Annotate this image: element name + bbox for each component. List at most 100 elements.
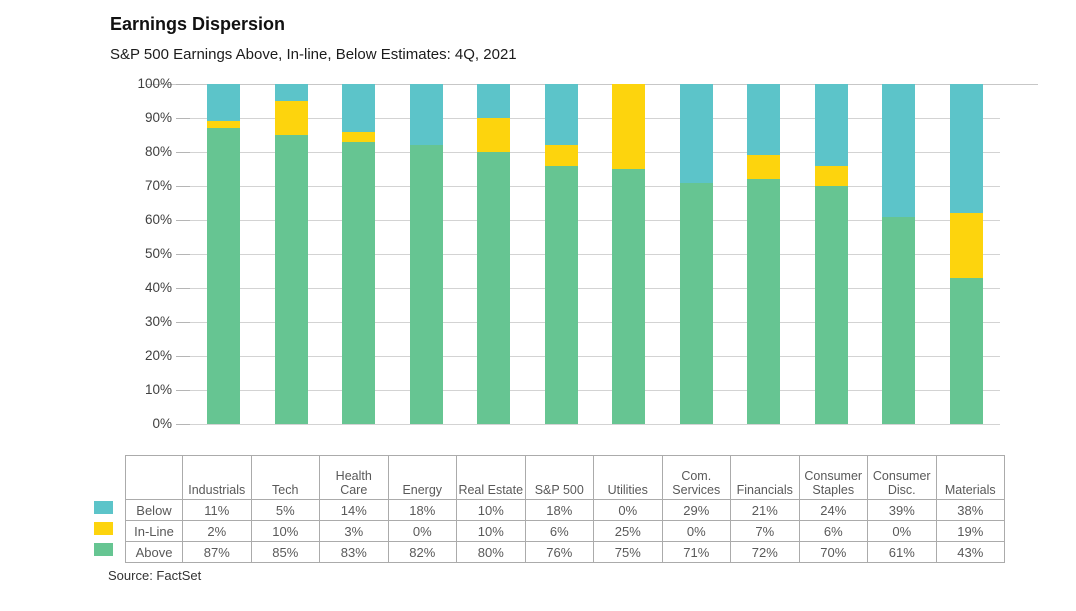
segment-below-financials: [747, 84, 781, 156]
gridline-60: [190, 219, 1000, 221]
bar-slot-com-services: [663, 84, 731, 424]
segment-in-line-materials: [949, 213, 983, 278]
y-axis-label-60: 60%: [144, 212, 172, 227]
segment-in-line-industrials: [207, 121, 241, 129]
gridline-20: [190, 355, 1000, 357]
segment-in-line-consumer-staples: [814, 165, 848, 186]
y-tick-0: [176, 423, 190, 425]
y-axis-label-80: 80%: [144, 144, 172, 159]
segment-below-tech: [274, 84, 308, 101]
below-swatch: [94, 501, 113, 514]
row-label-below: Below: [125, 499, 183, 521]
bar-com-services: [679, 84, 713, 424]
cell-in-line-tech: 10%: [250, 520, 320, 542]
y-axis-label-50: 50%: [144, 246, 172, 261]
cell-below-industrials: 11%: [182, 499, 252, 521]
segment-above-utilities: [612, 169, 646, 424]
segment-above-materials: [949, 277, 983, 424]
y-axis-label-0: 0%: [152, 416, 172, 431]
gridline-80: [190, 151, 1000, 153]
source-note: Source: FactSet: [108, 568, 202, 583]
segment-above-consumer-disc: [882, 216, 916, 424]
segment-below-health-care: [342, 84, 376, 132]
segment-above-consumer-staples: [814, 185, 848, 424]
y-tick-20: [176, 355, 190, 357]
gridline-40: [190, 287, 1000, 289]
table-header-industrials: Industrials: [182, 455, 252, 500]
bar-slot-industrials: [190, 84, 258, 424]
cell-above-real-estate: 80%: [456, 541, 526, 563]
table-header-utilities: Utilities: [593, 455, 663, 500]
segment-below-s-p-500: [544, 84, 578, 146]
table-with-legend: Industrials Tech Health Care Energy Real Est…: [94, 455, 1005, 563]
bar-industrials: [207, 84, 241, 424]
y-axis-label-40: 40%: [144, 280, 172, 295]
table-header-com-services: Com. Services: [661, 455, 731, 500]
y-axis-label-10: 10%: [144, 382, 172, 397]
segment-above-real-estate: [477, 152, 511, 424]
cell-in-line-utilities: 25%: [593, 520, 663, 542]
bars: [190, 84, 1000, 424]
bar-slot-tech: [258, 84, 326, 424]
plot-area: 0% 10% 20% 30% 40% 50% 60% 70% 80% 90% 100%: [137, 76, 1038, 431]
segment-below-com-services: [679, 84, 713, 183]
table-header-consumer-disc: Consumer Disc.: [867, 455, 937, 500]
bar-slot-health-care: [325, 84, 393, 424]
cell-above-utilities: 75%: [593, 541, 663, 563]
cell-in-line-com-services: 0%: [661, 520, 731, 542]
legend-slot-in-line: [94, 518, 125, 539]
y-axis-label-100: 100%: [137, 76, 172, 91]
chart-title: Earnings Dispersion: [110, 14, 286, 34]
y-axis-label-70: 70%: [144, 178, 172, 193]
table-row-below: Below 11% 5% 14% 18% 10% 18% 0% 29% 21% 24% 39% 38%: [125, 499, 1005, 521]
y-tick-100: [176, 83, 190, 85]
bar-slot-consumer-disc: [865, 84, 933, 424]
table-row-in-line: In-Line 2% 10% 3% 0% 10% 6% 25% 0% 7% 6% 0% 19%: [125, 520, 1005, 542]
segment-below-industrials: [207, 84, 241, 122]
cell-above-consumer-disc: 61%: [867, 541, 937, 563]
gridline-0: [190, 423, 1000, 425]
table-header-consumer-staples: Consumer Staples: [798, 455, 868, 500]
cell-above-industrials: 87%: [182, 541, 252, 563]
above-swatch: [94, 543, 113, 556]
cell-below-real-estate: 10%: [456, 499, 526, 521]
cell-above-com-services: 71%: [661, 541, 731, 563]
legend: [94, 455, 125, 563]
bar-slot-utilities: [595, 84, 663, 424]
y-tick-50: [176, 253, 190, 255]
cell-below-s-p-500: 18%: [524, 499, 594, 521]
cell-below-energy: 18%: [387, 499, 457, 521]
cell-in-line-industrials: 2%: [182, 520, 252, 542]
table-header-health-care: Health Care: [319, 455, 389, 500]
segment-above-financials: [747, 179, 781, 424]
y-tick-10: [176, 389, 190, 391]
cell-in-line-consumer-disc: 0%: [867, 520, 937, 542]
segment-in-line-health-care: [342, 131, 376, 142]
cell-below-health-care: 14%: [319, 499, 389, 521]
bar-slot-consumer-staples: [798, 84, 866, 424]
table-header-empty-cell: [125, 455, 183, 500]
bar-real-estate: [477, 84, 511, 424]
cell-below-utilities: 0%: [593, 499, 663, 521]
table-header-financials: Financials: [730, 455, 800, 500]
bar-slot-real-estate: [460, 84, 528, 424]
segment-below-energy: [409, 84, 443, 146]
y-axis-label-20: 20%: [144, 348, 172, 363]
chart-subtitle: S&P 500 Earnings Above, In-line, Below E…: [110, 46, 517, 63]
segment-above-industrials: [207, 128, 241, 424]
cell-in-line-materials: 19%: [935, 520, 1005, 542]
cell-in-line-financials: 7%: [730, 520, 800, 542]
segment-in-line-real-estate: [477, 118, 511, 152]
cell-in-line-consumer-staples: 6%: [798, 520, 868, 542]
segment-above-health-care: [342, 141, 376, 424]
gridline-90: [190, 117, 1000, 119]
gridline-70: [190, 185, 1000, 187]
cell-in-line-energy: 0%: [387, 520, 457, 542]
gridline-10: [190, 389, 1000, 391]
segment-above-com-services: [679, 182, 713, 424]
segment-in-line-financials: [747, 155, 781, 180]
table-header-materials: Materials: [935, 455, 1005, 500]
cell-below-com-services: 29%: [661, 499, 731, 521]
bar-health-care: [342, 84, 376, 424]
bar-financials: [747, 84, 781, 424]
